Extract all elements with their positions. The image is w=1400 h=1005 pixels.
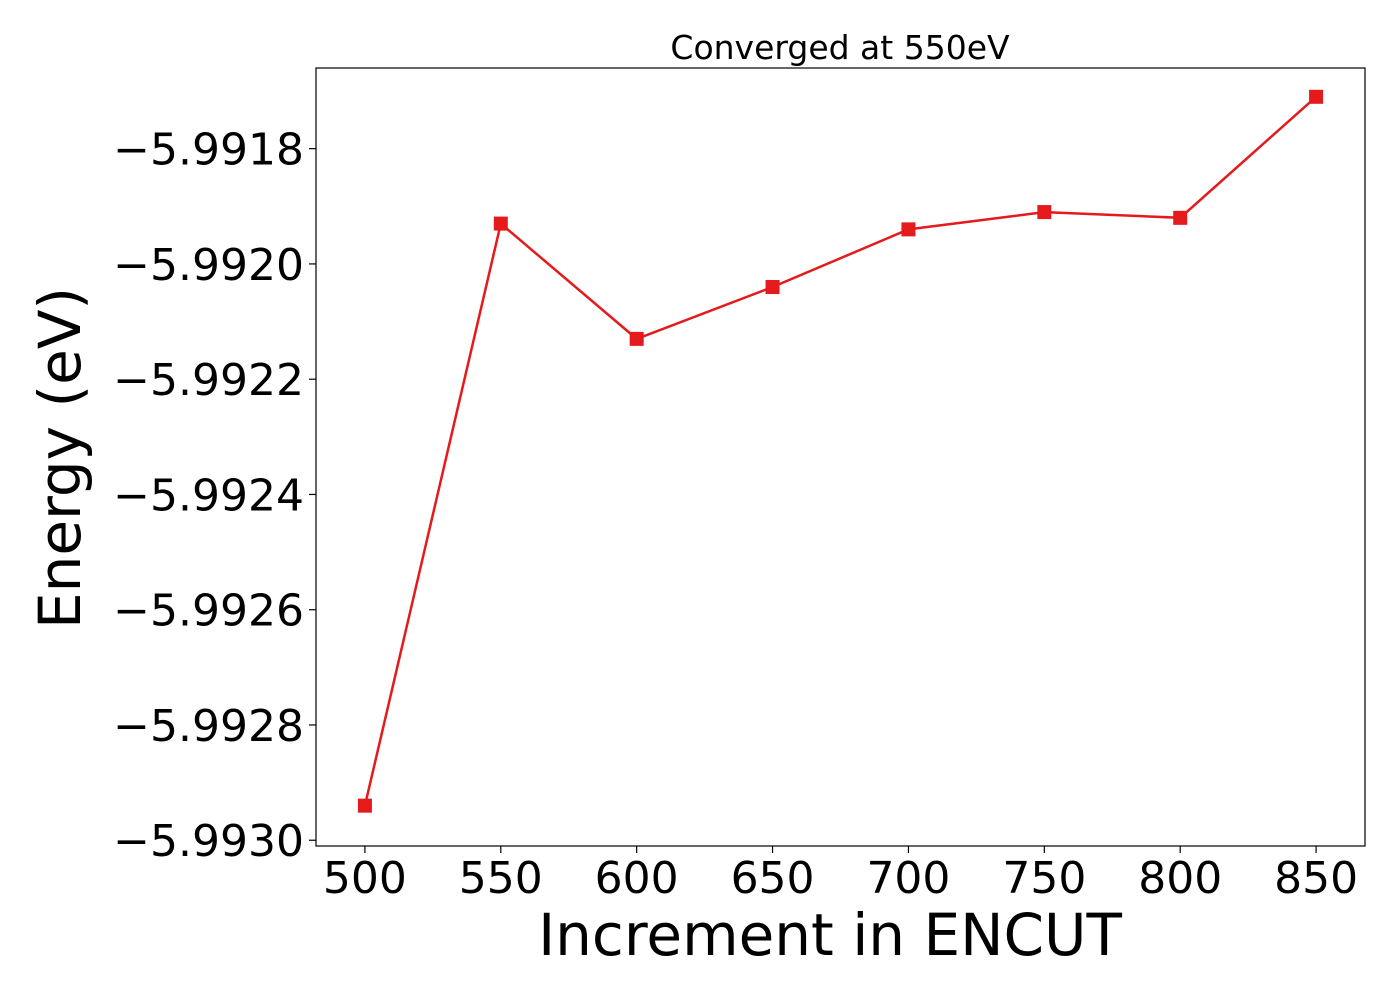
x-axis-label: Increment in ENCUT (538, 901, 1122, 969)
x-tick-label: 850 (1274, 853, 1358, 904)
data-point-marker (1037, 205, 1052, 220)
y-tick-label: −5.9920 (113, 240, 304, 291)
x-tick-label: 750 (1002, 853, 1086, 904)
data-point-marker (901, 222, 916, 237)
series-line (363, 95, 1317, 806)
x-tick-label: 800 (1138, 853, 1222, 904)
y-axis-label: Energy (eV) (26, 287, 94, 629)
data-point-marker (765, 279, 780, 294)
chart-title: Converged at 550eV (670, 28, 1010, 67)
data-point-marker (1309, 89, 1324, 104)
x-axis: 500 550 600 650 700 750 800 850 (323, 846, 1358, 904)
data-point-marker (629, 331, 644, 346)
y-axis: −5.9918 −5.9920 −5.9922 −5.9924 −5.9926 −5.99… (113, 125, 316, 867)
data-point-marker (357, 798, 372, 813)
plot-frame (315, 67, 1366, 847)
y-tick-label: −5.9918 (113, 125, 304, 176)
x-tick-label: 500 (323, 853, 407, 904)
x-tick-label: 650 (731, 853, 815, 904)
data-point-marker (1173, 210, 1188, 225)
data-point-marker (493, 216, 508, 231)
plot-area (315, 67, 1366, 847)
x-tick-label: 550 (459, 853, 543, 904)
y-tick-label: −5.9926 (113, 586, 304, 637)
x-tick-label: 700 (866, 853, 950, 904)
x-tick-label: 600 (595, 853, 679, 904)
y-tick-label: −5.9922 (113, 355, 304, 406)
y-tick-label: −5.9928 (113, 701, 304, 752)
y-tick-label: −5.9924 (113, 470, 304, 521)
y-tick-label: −5.9930 (113, 816, 304, 867)
